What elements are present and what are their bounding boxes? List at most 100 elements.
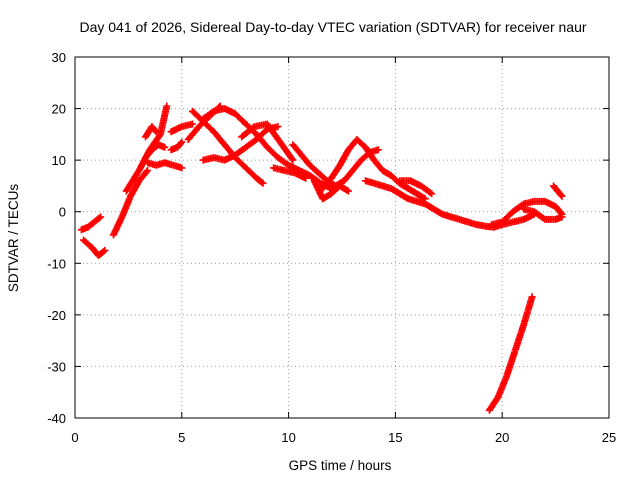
data-point-markers bbox=[306, 161, 321, 176]
data-point-markers bbox=[95, 246, 109, 259]
series-s17 bbox=[310, 177, 352, 203]
series-s7 bbox=[142, 123, 160, 141]
data-point-markers bbox=[289, 141, 304, 157]
series-s25 bbox=[485, 293, 536, 414]
data-point-markers bbox=[242, 137, 259, 151]
series-s4 bbox=[122, 102, 171, 195]
data-point-markers bbox=[336, 147, 352, 169]
series-s14 bbox=[238, 120, 297, 164]
data-point-markers bbox=[413, 190, 429, 203]
y-tick-label: 30 bbox=[52, 50, 66, 65]
y-tick-label: 0 bbox=[59, 205, 66, 220]
data-point-markers bbox=[319, 176, 334, 192]
data-point-markers bbox=[154, 141, 169, 151]
data-point-markers bbox=[263, 120, 283, 145]
data-point-markers bbox=[327, 163, 343, 182]
data-point-markers bbox=[353, 136, 368, 150]
data-point-markers bbox=[315, 169, 330, 183]
chart-title: Day 041 of 2026, Sidereal Day-to-day VTE… bbox=[79, 19, 586, 35]
data-point-markers bbox=[127, 178, 142, 200]
series-s12 bbox=[199, 105, 335, 192]
data-point-markers bbox=[210, 128, 227, 147]
data-point-markers bbox=[349, 158, 364, 174]
data-point-markers bbox=[362, 143, 377, 163]
data-point-markers bbox=[148, 123, 160, 136]
data-point-markers bbox=[297, 151, 313, 168]
series-s24 bbox=[550, 182, 566, 200]
data-point-markers bbox=[291, 169, 310, 182]
data-point-markers bbox=[184, 124, 202, 143]
y-tick-label: 10 bbox=[52, 153, 66, 168]
data-point-markers bbox=[80, 236, 95, 250]
data-point-markers bbox=[142, 147, 155, 162]
data-point-markers bbox=[242, 164, 259, 181]
series-s19 bbox=[362, 177, 506, 231]
data-point-markers bbox=[310, 177, 326, 201]
x-tick-label: 20 bbox=[495, 430, 509, 445]
series-s23 bbox=[520, 205, 566, 223]
series-s21 bbox=[488, 197, 566, 229]
series-s5 bbox=[142, 141, 169, 162]
data-point-markers bbox=[552, 213, 566, 223]
series-s16 bbox=[270, 164, 310, 182]
data-point-markers bbox=[494, 375, 510, 401]
y-axis-label: SDTVAR / TECUs bbox=[6, 184, 21, 293]
data-point-markers bbox=[340, 168, 355, 185]
data-point-markers bbox=[109, 215, 125, 239]
grid bbox=[75, 57, 609, 418]
y-tick-label: -40 bbox=[47, 411, 66, 426]
series-s18 bbox=[319, 136, 429, 203]
axis-tick-labels: 0 5 10 15 20 25 -40 -30 -20 -10 0 10 20 30 bbox=[47, 50, 616, 445]
y-tick-label: -10 bbox=[47, 256, 66, 271]
data-point-markers bbox=[118, 194, 134, 221]
x-tick-label: 5 bbox=[178, 430, 185, 445]
data-point-markers bbox=[231, 144, 248, 159]
data-point-markers bbox=[520, 293, 536, 329]
data-point-markers bbox=[274, 154, 291, 168]
x-tick-label: 25 bbox=[602, 430, 616, 445]
data-point-markers bbox=[135, 167, 152, 185]
data-point-markers bbox=[231, 110, 248, 127]
data-point-markers bbox=[253, 174, 267, 187]
data-marks bbox=[77, 102, 566, 414]
y-tick-label: -30 bbox=[47, 359, 66, 374]
data-point-markers bbox=[554, 187, 566, 200]
data-point-markers bbox=[174, 138, 186, 151]
data-point-markers bbox=[404, 185, 419, 197]
data-point-markers bbox=[122, 168, 142, 195]
data-point-markers bbox=[503, 349, 518, 381]
series-s6 bbox=[144, 159, 186, 172]
data-point-markers bbox=[430, 205, 445, 217]
data-point-markers bbox=[199, 108, 216, 123]
data-point-markers bbox=[84, 219, 97, 231]
series-s2 bbox=[80, 236, 109, 259]
data-point-markers bbox=[336, 182, 352, 195]
series-s3 bbox=[109, 167, 152, 239]
data-point-markers bbox=[511, 323, 527, 355]
series-s9 bbox=[167, 138, 186, 154]
data-point-markers bbox=[169, 161, 186, 172]
data-point-markers bbox=[90, 213, 105, 226]
plot-frame bbox=[74, 56, 610, 419]
data-point-markers bbox=[238, 124, 257, 141]
data-point-markers bbox=[178, 120, 196, 131]
x-tick-label: 10 bbox=[281, 430, 295, 445]
x-axis-label: GPS time / hours bbox=[289, 458, 392, 473]
series-s20 bbox=[396, 177, 436, 198]
series-s8 bbox=[167, 120, 196, 136]
data-point-markers bbox=[253, 127, 270, 143]
axis-ticks bbox=[74, 56, 610, 419]
data-point-markers bbox=[370, 156, 385, 173]
data-point-markers bbox=[276, 138, 297, 164]
y-tick-label: 20 bbox=[52, 102, 66, 117]
series-s1 bbox=[77, 213, 105, 234]
data-point-markers bbox=[417, 182, 436, 198]
data-point-markers bbox=[509, 201, 526, 216]
y-tick-label: -20 bbox=[47, 308, 66, 323]
data-point-markers bbox=[550, 182, 561, 194]
data-point-markers bbox=[387, 185, 402, 197]
data-point-markers bbox=[263, 143, 281, 160]
x-tick-label: 15 bbox=[388, 430, 402, 445]
data-point-markers bbox=[485, 395, 501, 414]
